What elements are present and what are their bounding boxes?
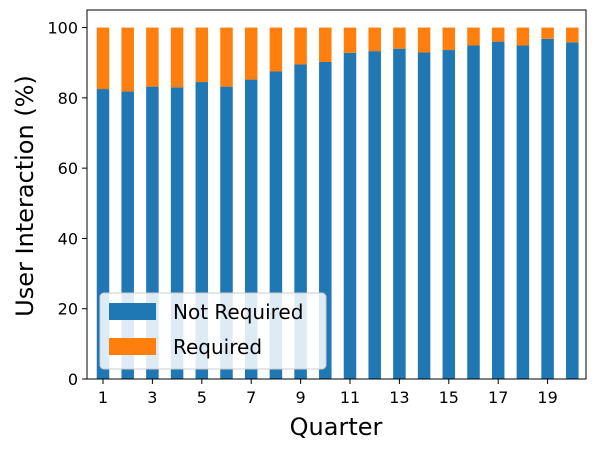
x-tick-label: 13 [389, 388, 409, 407]
legend: Not Required Required [99, 292, 327, 370]
bar-required-q20 [566, 27, 579, 43]
y-tick-label: 100 [47, 19, 78, 38]
bar-required-q12 [368, 27, 381, 52]
bar-not-required-q16 [467, 45, 480, 380]
bar-required-q9 [294, 27, 307, 65]
y-tick-label: 60 [58, 159, 78, 178]
x-tick-label: 15 [439, 388, 459, 407]
bar-not-required-q18 [516, 45, 530, 380]
bar-required-q13 [393, 27, 406, 49]
legend-label-required: Required [173, 335, 262, 359]
y-tick-label: 20 [58, 300, 78, 319]
bar-required-q4 [170, 27, 184, 88]
x-tick-label: 17 [488, 388, 508, 407]
bar-required-q2 [121, 27, 134, 92]
legend-swatch-required [109, 338, 156, 355]
legend-swatch-not-required [109, 303, 156, 320]
y-tick-label: 0 [68, 370, 78, 389]
bar-required-q3 [146, 27, 159, 87]
bar-not-required-q14 [417, 52, 431, 380]
bar-required-q6 [220, 27, 233, 87]
bar-not-required-q19 [541, 38, 554, 379]
bar-required-q8 [269, 27, 283, 72]
bar-required-q17 [491, 27, 505, 42]
legend-box [99, 292, 327, 370]
bar-required-q16 [467, 27, 480, 46]
x-tick-label: 9 [296, 388, 306, 407]
bar-not-required-q15 [442, 50, 456, 380]
x-tick-label: 7 [246, 388, 256, 407]
bar-not-required-q13 [393, 48, 406, 379]
bar-required-q10 [319, 27, 332, 63]
legend-label-not-required: Not Required [173, 300, 303, 324]
bar-required-q11 [343, 27, 357, 53]
y-axis-label: User Interaction (%) [11, 75, 39, 317]
y-tick-label: 80 [58, 89, 78, 108]
x-tick-label: 5 [197, 388, 207, 407]
x-axis: 1 3 5 7 9 11 13 15 17 19 [98, 379, 558, 407]
x-tick-label: 1 [98, 388, 108, 407]
bar-required-q5 [195, 27, 209, 83]
bar-not-required-q12 [368, 51, 381, 380]
y-tick-label: 40 [58, 229, 78, 248]
bar-not-required-q11 [343, 52, 357, 380]
x-tick-label: 11 [340, 388, 360, 407]
bar-required-q1 [96, 27, 110, 90]
plot-frame [86, 9, 587, 380]
y-axis: 0 20 40 60 80 100 [47, 19, 87, 389]
x-tick-label: 3 [147, 388, 157, 407]
x-axis-label: Quarter [290, 413, 383, 441]
x-tick-label: 19 [537, 388, 557, 407]
bar-required-q7 [244, 27, 258, 80]
bar-not-required-q17 [491, 41, 505, 379]
bar-required-q19 [541, 27, 554, 39]
bar-required-q14 [417, 27, 431, 53]
bar-required-q15 [442, 27, 456, 51]
bar-required-q18 [516, 27, 530, 46]
bar-not-required-q20 [566, 42, 579, 379]
